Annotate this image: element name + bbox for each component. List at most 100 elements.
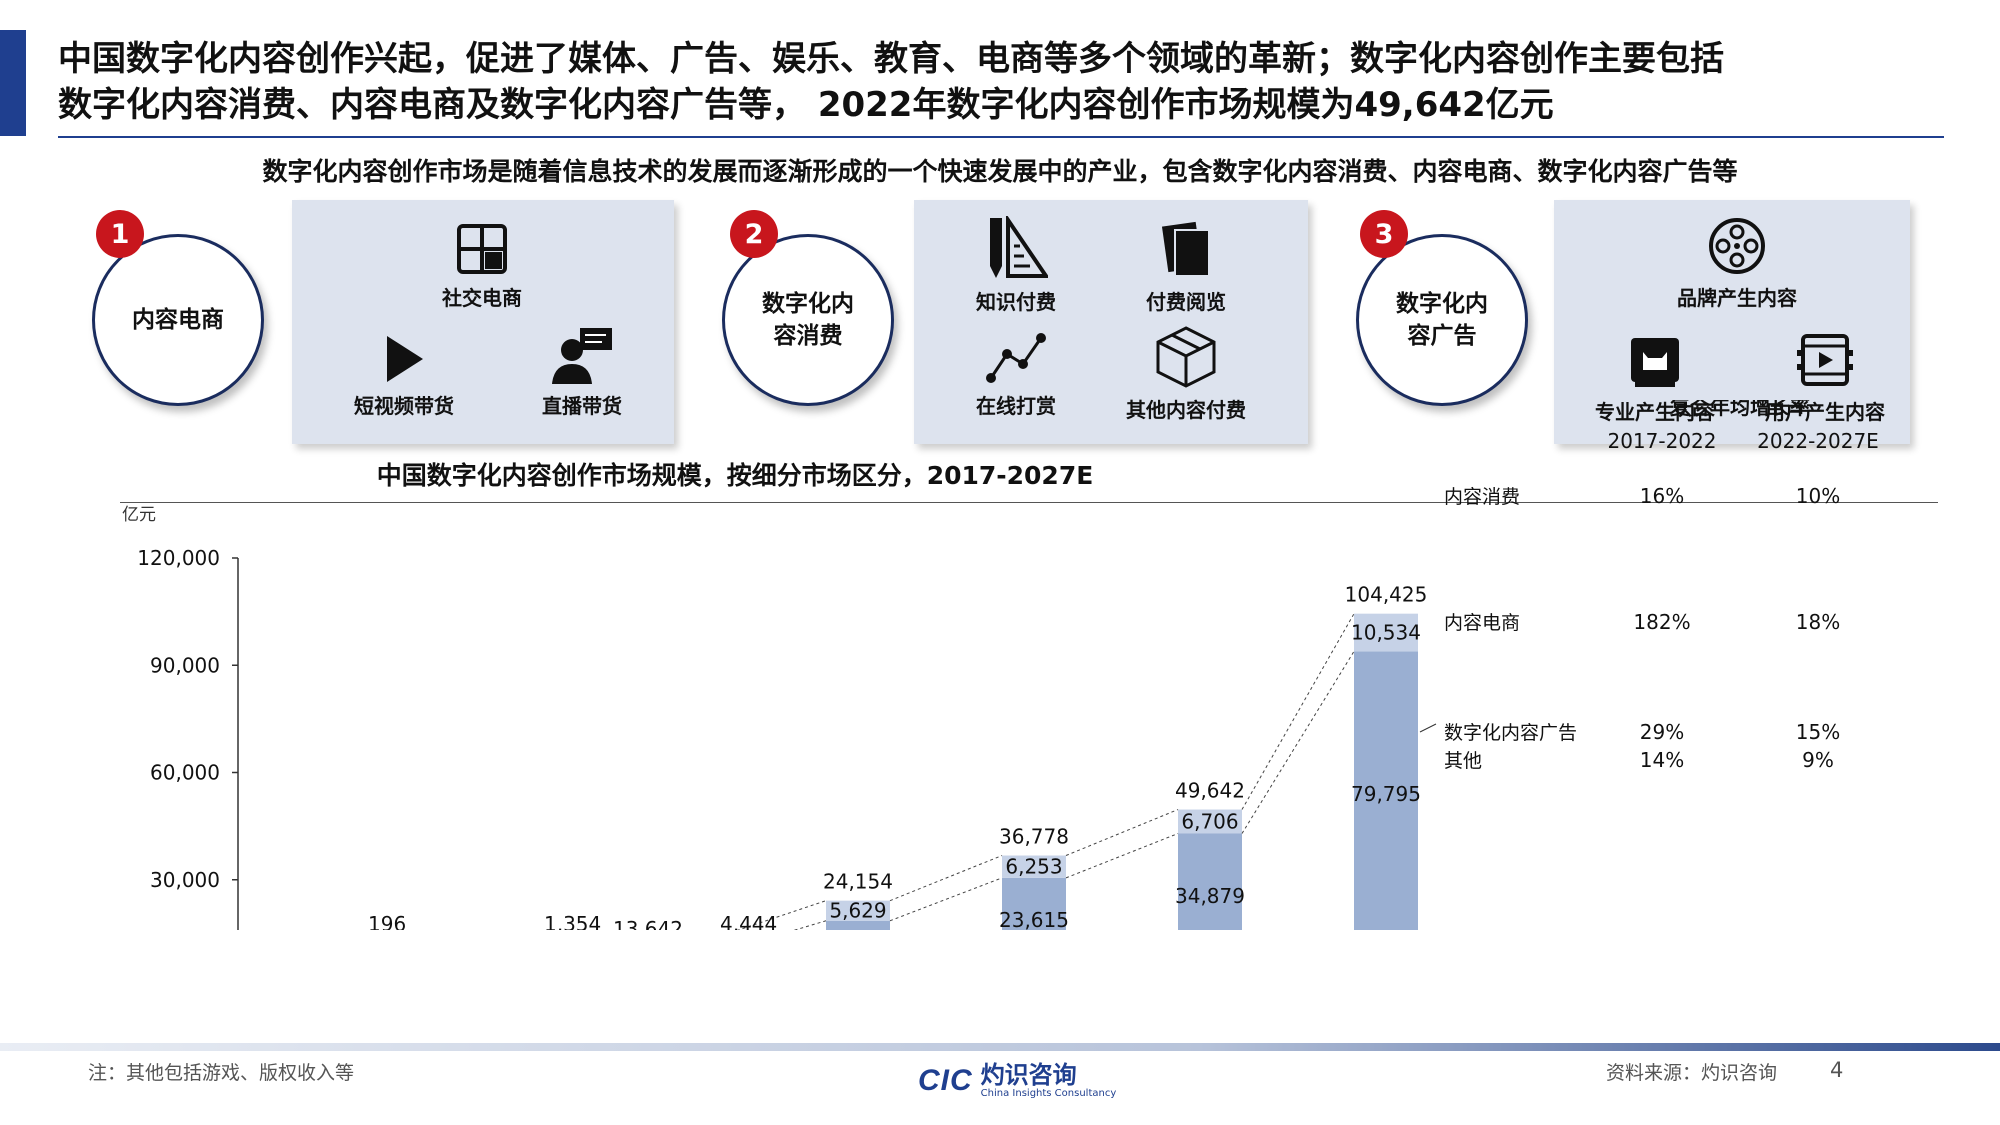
item-knowledge-payment: 知识付费 [966, 216, 1066, 315]
ruler-pencil-icon [990, 216, 1048, 278]
y-tick-label: 30,000 [150, 868, 220, 892]
data-label: 10,534 [1351, 621, 1421, 645]
data-label: 196 [368, 912, 406, 930]
box-icon [1156, 326, 1216, 388]
connector-line [1065, 809, 1179, 856]
y-tick-label: 60,000 [150, 761, 220, 785]
footnote: 注：其他包括游戏、版权收入等 [88, 1062, 355, 1084]
video-clip-icon [1797, 334, 1853, 386]
cagr-value: 15% [1796, 720, 1840, 744]
item-paid-reading: 付费阅览 [1136, 220, 1236, 315]
chart-title-divider [120, 502, 1938, 503]
cagr-value: 29% [1640, 720, 1684, 744]
segment-panel-digital-content-consumption: 知识付费 付费阅览 在线打赏 其他内容付费 [914, 200, 1308, 444]
bar-segment [1178, 833, 1242, 930]
segment-label: 数字化内容广告 [1396, 291, 1488, 349]
title-line-2: 数字化内容消费、内容电商及数字化内容广告等， 2022年数字化内容创作市场规模为… [58, 85, 1554, 125]
grid-icon [457, 224, 507, 274]
segment-label: 数字化内容消费 [762, 291, 854, 349]
segment-label: 内容电商 [132, 307, 224, 333]
segment-panel-content-ecommerce: 社交电商 短视频带货 直播带货 [292, 200, 674, 444]
play-icon [387, 336, 423, 382]
data-label: 34,879 [1175, 884, 1245, 908]
data-label: 5,629 [829, 899, 886, 923]
data-label: 23,615 [999, 908, 1069, 930]
segment-number-badge: 3 [1360, 210, 1408, 258]
total-label: 104,425 [1345, 583, 1428, 607]
segment-circle-digital-content-ads: 数字化内容广告 [1356, 234, 1528, 406]
title-line-1: 中国数字化内容创作兴起，促进了媒体、广告、娱乐、教育、电商等多个领域的革新；数字… [58, 39, 1724, 79]
cat-book-icon [1631, 338, 1679, 387]
cagr-value: 182% [1633, 610, 1690, 634]
item-brand-generated-content: 品牌产生内容 [1672, 216, 1802, 311]
connector-line [1065, 833, 1179, 879]
chart-title: 中国数字化内容创作市场规模，按细分市场区分，2017-2027E [376, 461, 1094, 490]
legend-label: 数字化内容广告 [1444, 722, 1577, 744]
data-label: 6,253 [1005, 855, 1062, 879]
cagr-period-label: 2017-2022 [1607, 429, 1716, 453]
item-livestream-sales: 直播带货 [532, 326, 632, 419]
cagr-value: 9% [1802, 748, 1834, 772]
footer-divider [0, 1043, 2000, 1051]
legend-leader-line [1419, 723, 1437, 733]
documents-icon [1161, 221, 1210, 277]
data-label: 6,706 [1181, 810, 1238, 834]
segment-number-badge: 1 [96, 210, 144, 258]
connector-line [889, 877, 1003, 922]
legend-label: 其他 [1444, 750, 1482, 772]
market-size-stacked-bar-chart: 亿元030,00060,00090,000120,000201720182019… [122, 400, 1879, 930]
segment-panel-digital-content-ads: 品牌产生内容 专业产生内容 用户产生内容 [1554, 200, 1910, 444]
film-reel-icon [1709, 218, 1765, 274]
connector-line [1241, 651, 1355, 834]
item-social-ecommerce: 社交电商 [432, 222, 532, 311]
bar-segment [1002, 855, 1066, 878]
bar-segment [1354, 613, 1418, 652]
y-unit-label: 亿元 [122, 505, 156, 525]
connector-line [889, 855, 1003, 902]
bar-segment [826, 920, 890, 930]
logo-chinese-name: 灼识咨询 [980, 1061, 1077, 1089]
legend-label: 内容消费 [1444, 486, 1520, 508]
data-label: 4,444 [720, 912, 777, 930]
segment-number-badge: 2 [730, 210, 778, 258]
cagr-period-label: 2022-2027E [1757, 429, 1879, 453]
bar-segment [1178, 809, 1242, 834]
cagr-title: 复合年均增长率 [1669, 400, 1810, 419]
subtitle: 数字化内容创作市场是随着信息技术的发展而逐渐形成的一个快速发展中的产业，包含数字… [262, 157, 1738, 186]
bar-segment [1002, 877, 1066, 930]
title-accent-bar [0, 30, 26, 136]
connector-line [1241, 613, 1355, 810]
cagr-value: 16% [1640, 484, 1684, 508]
item-short-video-sales: 短视频带货 [344, 334, 464, 419]
segment-circle-digital-content-consumption: 数字化内容消费 [722, 234, 894, 406]
page-title: 中国数字化内容创作兴起，促进了媒体、广告、娱乐、教育、电商等多个领域的革新；数字… [58, 36, 1958, 128]
cic-logo: CIC 灼识咨询 China Insights Consultancy [918, 1062, 1116, 1099]
page-number: 4 [1830, 1058, 1844, 1082]
total-label: 24,154 [823, 870, 893, 894]
segment-circle-content-ecommerce: 内容电商 [92, 234, 264, 406]
y-tick-label: 90,000 [150, 653, 220, 677]
presenter-icon [552, 328, 612, 384]
bar-segment [826, 900, 890, 921]
total-label: 13,642 [613, 917, 683, 930]
logo-mark: CIC [918, 1063, 973, 1097]
source-note: 资料来源：灼识咨询 [1606, 1062, 1778, 1084]
cagr-value: 18% [1796, 610, 1840, 634]
legend-label: 内容电商 [1444, 612, 1520, 634]
cagr-value: 14% [1640, 748, 1684, 772]
item-professional-generated-content: 专业产生内容 [1590, 334, 1720, 425]
title-divider [58, 136, 1944, 138]
bar-segment [1354, 651, 1418, 930]
item-user-generated-content: 用户产生内容 [1760, 330, 1890, 425]
y-tick-label: 120,000 [137, 546, 220, 570]
data-label: 79,795 [1351, 782, 1421, 806]
total-label: 49,642 [1175, 779, 1245, 803]
total-label: 36,778 [999, 825, 1069, 849]
connector-line [793, 920, 827, 930]
item-other-content-payment: 其他内容付费 [1116, 324, 1256, 423]
line-graph-icon [986, 333, 1046, 383]
item-online-tipping: 在线打赏 [966, 330, 1066, 419]
logo-english-name: China Insights Consultancy [980, 1088, 1117, 1099]
data-label: 1,354 [544, 912, 601, 930]
connector-line [736, 900, 827, 930]
